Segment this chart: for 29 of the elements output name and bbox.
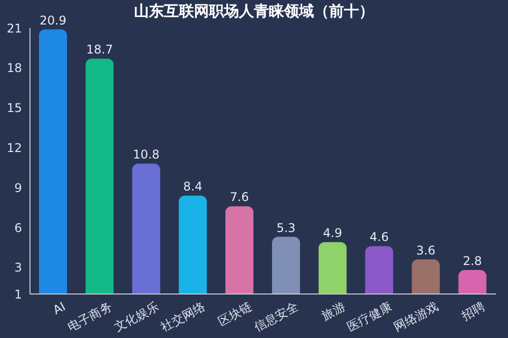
data-label: 20.9 [40,13,66,28]
chart-title: 山东互联网职场人青睐领域（前十） [134,2,374,20]
y-tick-label: 6 [14,220,22,235]
x-tick-label: AI [50,299,68,318]
y-tick-label: 12 [6,140,22,155]
data-label: 5.3 [276,220,296,235]
y-tick-label: 1 [14,287,22,302]
x-tick-label: 区块链 [216,299,254,329]
y-tick-label: 3 [14,260,22,275]
y-tick-label: 18 [6,61,22,76]
x-tick-label: 信息安全 [252,299,301,334]
data-label: 8.4 [183,180,202,194]
data-label: 7.6 [230,190,249,204]
x-tick-label: 旅游 [320,299,348,323]
data-label: 2.8 [462,254,482,268]
x-tick-label: 文化娱乐 [112,299,161,334]
x-tick-label: 社交网络 [158,299,208,334]
x-tick-label: 电子商务 [65,299,114,334]
data-label: 4.6 [370,230,389,244]
x-tick-label: 医疗健康 [344,299,394,334]
y-tick-label: 9 [14,180,22,195]
x-tick-label: 网络游戏 [392,299,440,334]
x-tick-label: 招聘 [458,299,488,324]
data-label: 3.6 [416,243,436,258]
y-tick-label: 15 [6,101,22,116]
data-label: 4.9 [323,226,342,240]
data-label: 18.7 [86,42,113,57]
y-tick-label: 21 [6,21,22,36]
data-label: 10.8 [132,148,160,162]
